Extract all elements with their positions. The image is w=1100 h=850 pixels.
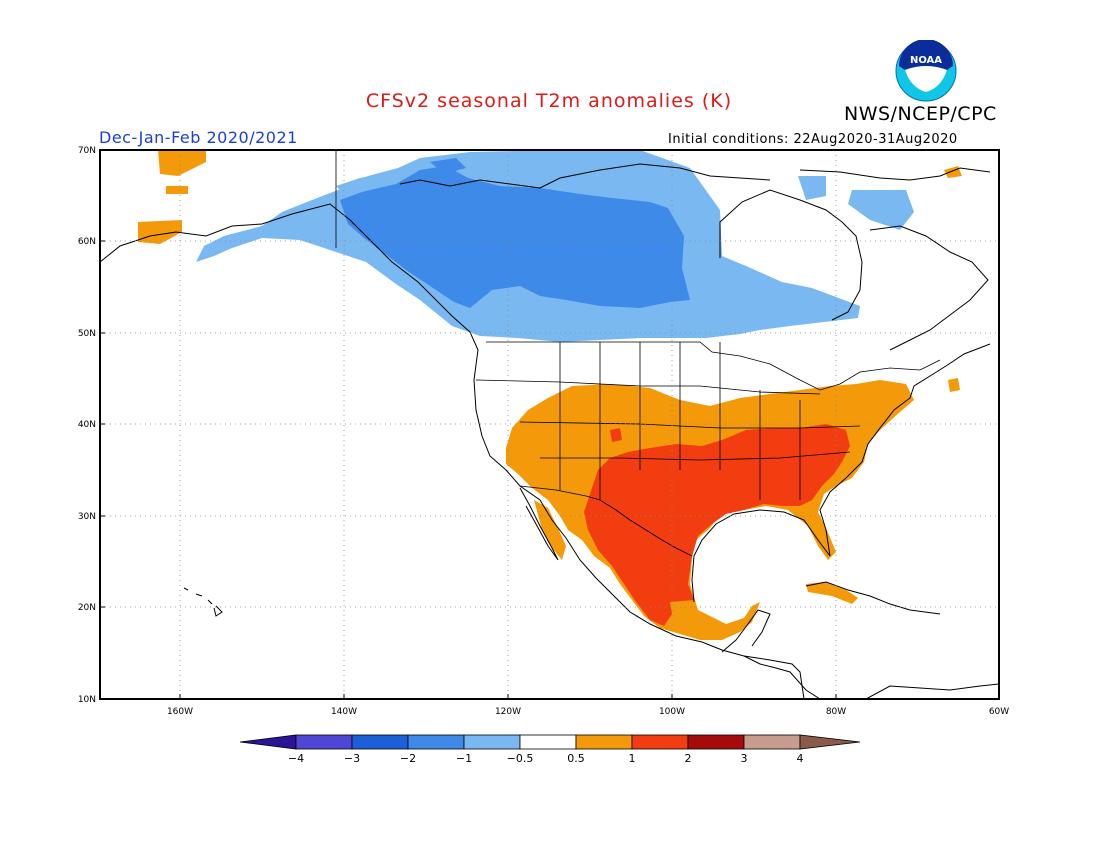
colorbar-segment (519, 734, 577, 750)
lon-label: 160W (167, 707, 193, 717)
colorbar-label: −0.5 (507, 752, 534, 765)
lat-label: 70N (78, 146, 96, 156)
coastlines (100, 163, 999, 699)
colorbar-label: 2 (685, 752, 692, 765)
colorbar-label: 1 (629, 752, 636, 765)
coastline-west (100, 203, 805, 699)
anomaly-light-blue-northeast (798, 176, 914, 230)
colorbar-segment (687, 734, 745, 750)
colorbar-segment (351, 734, 409, 750)
lat-label: 60N (78, 237, 96, 247)
border-us-canada (486, 341, 941, 391)
anomaly-orange-alaska (138, 150, 206, 244)
colorbar-label: 0.5 (567, 752, 585, 765)
colorbar-arrow-high (799, 734, 861, 750)
map-title: CFSv2 seasonal T2m anomalies (K) (365, 90, 733, 112)
noaa-logo-text: NOAA (910, 55, 942, 66)
initial-conditions-label: Initial conditions: 22Aug2020-31Aug2020 (668, 132, 958, 147)
lat-label: 10N (78, 695, 96, 705)
coastline-hudson (719, 189, 863, 321)
lon-label: 60W (989, 707, 1009, 717)
coastline-cuba (805, 581, 941, 615)
anomaly-fields (138, 150, 962, 640)
colorbar-segment (743, 734, 801, 750)
political-borders (335, 150, 941, 557)
colorbar-label: 3 (741, 752, 748, 765)
hawaii-islands (183, 587, 223, 617)
coastline-central-america (743, 655, 821, 699)
season-label: Dec-Jan-Feb 2020/2021 (99, 128, 298, 147)
lat-label: 30N (78, 512, 96, 522)
colorbar-label: −2 (400, 752, 416, 765)
latitude-labels: 70N 60N 50N 40N 30N 20N 10N (78, 146, 96, 705)
anomaly-orange-cuba (806, 582, 858, 604)
colorbar: −4 −3 −2 −1 −0.5 0.5 1 2 3 4 (239, 734, 861, 765)
lon-label: 100W (659, 707, 685, 717)
colorbar-segment (631, 734, 689, 750)
coastline-labrador (869, 225, 989, 351)
anomaly-orange-baja (534, 500, 566, 560)
coastline-baja (519, 487, 559, 561)
lon-label: 140W (331, 707, 357, 717)
lat-label: 20N (78, 603, 96, 613)
colorbar-label: −1 (456, 752, 472, 765)
agency-label: NWS/NCEP/CPC (844, 103, 997, 125)
longitude-labels: 160W 140W 120W 100W 80W 60W (167, 707, 1009, 717)
colorbar-label: 4 (797, 752, 804, 765)
colorbar-segment (463, 734, 521, 750)
anomaly-medium-blue-patch (430, 158, 466, 174)
anomaly-red (584, 424, 850, 626)
lat-label: 40N (78, 420, 96, 430)
colorbar-arrow-low (239, 734, 297, 750)
colorbar-label: −4 (288, 752, 304, 765)
state-borders (475, 342, 861, 500)
colorbar-segment (295, 734, 353, 750)
anomaly-medium-blue (340, 166, 690, 308)
coastline-gulf (691, 343, 991, 603)
lat-label: 50N (78, 329, 96, 339)
lon-label: 80W (826, 707, 846, 717)
colorbar-segment (407, 734, 465, 750)
noaa-logo: NOAA (895, 40, 957, 102)
colorbar-label: −3 (344, 752, 360, 765)
lon-label: 120W (495, 707, 521, 717)
axis-ticks (100, 149, 837, 699)
coastline-south-america (865, 683, 999, 699)
border-us-mexico (519, 485, 693, 557)
colorbar-segment (575, 734, 633, 750)
coastline-yucatan (721, 609, 771, 653)
anomaly-orange-newfoundland (944, 166, 962, 392)
anomaly-red-patch (610, 428, 622, 442)
coastline-arctic (399, 163, 991, 189)
